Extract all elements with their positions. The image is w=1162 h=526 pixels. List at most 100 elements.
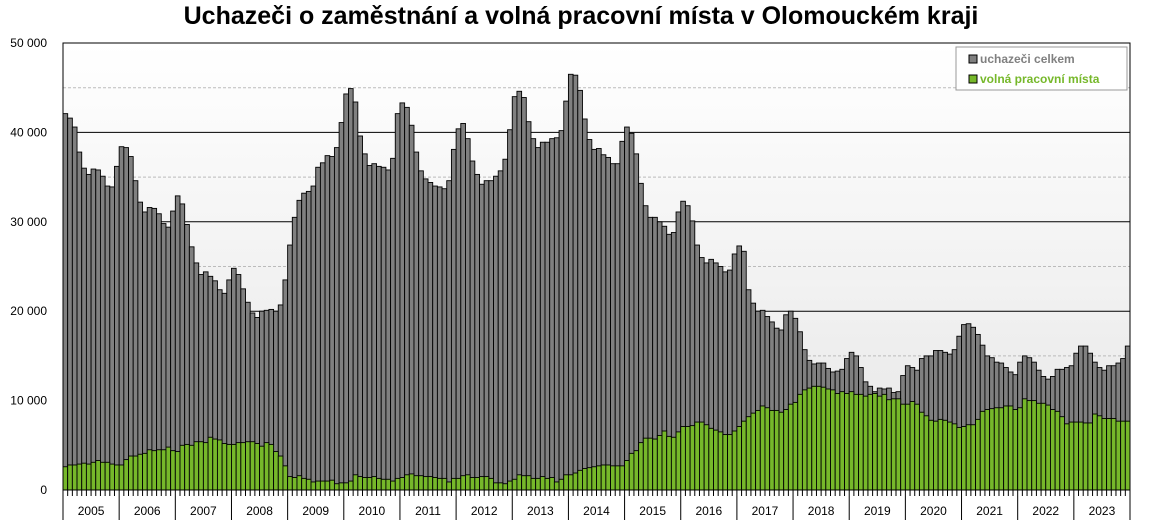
bar-volna-mista xyxy=(614,465,621,491)
bar-uchazeci xyxy=(465,138,471,491)
bar-uchazeci xyxy=(558,130,565,491)
legend: uchazeči celkem volná pracovní místa xyxy=(955,46,1128,91)
bar-uchazeci xyxy=(422,178,429,491)
bar-volna-mista xyxy=(961,426,967,491)
bar-volna-mista xyxy=(1031,400,1037,491)
bar-volna-mista xyxy=(422,476,429,491)
bar-volna-mista xyxy=(722,434,728,491)
bar-volna-mista xyxy=(418,475,424,491)
x-tick-label: 2005 xyxy=(78,504,105,518)
bar-volna-mista xyxy=(216,439,223,491)
x-tick-label: 2021 xyxy=(976,504,1003,518)
bar-volna-mista xyxy=(474,477,480,491)
bar-uchazeci xyxy=(549,138,555,491)
y-tick-label: 50 000 xyxy=(10,36,47,50)
bar-volna-mista xyxy=(1012,409,1019,491)
bar-uchazeci xyxy=(483,180,490,491)
bar-volna-mista xyxy=(366,477,373,491)
bar-volna-mista xyxy=(1049,409,1056,491)
bar-volna-mista xyxy=(666,435,672,491)
bar-volna-mista xyxy=(450,477,457,491)
x-tick-label: 2010 xyxy=(359,504,386,518)
bar-volna-mista xyxy=(193,441,200,491)
bar-uchazeci xyxy=(156,213,162,491)
bar-uchazeci xyxy=(62,113,69,491)
bar-volna-mista xyxy=(1096,415,1103,491)
bar-volna-mista xyxy=(240,442,246,491)
bar-volna-mista xyxy=(319,480,326,491)
bar-volna-mista xyxy=(848,391,855,491)
bar-uchazeci xyxy=(394,113,401,491)
bar-uchazeci xyxy=(479,183,485,491)
bar-uchazeci xyxy=(488,180,494,491)
bar-volna-mista xyxy=(689,425,696,491)
bar-uchazeci xyxy=(474,173,480,491)
bar-volna-mista xyxy=(521,475,527,491)
bar-volna-mista xyxy=(801,389,808,491)
bar-volna-mista xyxy=(759,405,766,491)
bar-volna-mista xyxy=(380,478,387,491)
bar-volna-mista xyxy=(268,443,275,491)
bar-uchazeci xyxy=(376,165,382,491)
bar-uchazeci xyxy=(516,90,523,491)
legend-swatch-uchazeci xyxy=(968,54,978,64)
bar-volna-mista xyxy=(563,474,569,491)
bar-volna-mista xyxy=(413,475,420,491)
bar-volna-mista xyxy=(114,464,120,491)
bar-volna-mista xyxy=(797,393,803,491)
bar-uchazeci xyxy=(497,170,504,491)
bar-volna-mista xyxy=(525,475,532,491)
bar-volna-mista xyxy=(202,442,209,491)
bar-uchazeci xyxy=(530,138,537,491)
bar-uchazeci xyxy=(324,155,331,491)
bar-uchazeci xyxy=(521,97,527,491)
bar-volna-mista xyxy=(764,407,771,491)
bar-volna-mista xyxy=(975,418,981,491)
bar-uchazeci xyxy=(539,141,546,491)
bar-volna-mista xyxy=(872,393,878,491)
bar-volna-mista xyxy=(1073,421,1079,491)
bar-uchazeci xyxy=(493,175,499,491)
bar-volna-mista xyxy=(488,477,494,491)
bar-volna-mista xyxy=(699,421,705,491)
bar-volna-mista xyxy=(787,403,794,491)
bar-volna-mista xyxy=(291,477,298,491)
bar-volna-mista xyxy=(951,423,958,491)
bar-uchazeci xyxy=(348,88,354,491)
bar-volna-mista xyxy=(886,399,892,491)
bar-volna-mista xyxy=(371,476,377,491)
bar-volna-mista xyxy=(900,403,906,491)
bar-volna-mista xyxy=(773,409,780,491)
bar-volna-mista xyxy=(928,419,934,491)
bar-volna-mista xyxy=(993,407,1000,491)
bar-volna-mista xyxy=(357,476,363,491)
bar-uchazeci xyxy=(305,190,312,491)
bar-uchazeci xyxy=(85,173,92,491)
bar-volna-mista xyxy=(174,451,181,491)
bar-volna-mista xyxy=(179,444,186,491)
bar-uchazeci xyxy=(628,132,635,491)
bar-volna-mista xyxy=(305,478,312,491)
bar-volna-mista xyxy=(727,434,733,491)
bar-volna-mista xyxy=(923,415,930,491)
bar-volna-mista xyxy=(432,477,438,491)
bar-uchazeci xyxy=(151,207,158,491)
bar-uchazeci xyxy=(95,169,101,491)
bar-uchazeci xyxy=(301,192,307,491)
legend-swatch-volna-mista xyxy=(968,74,978,84)
bar-uchazeci xyxy=(427,182,434,491)
bar-uchazeci xyxy=(352,101,359,491)
bar-uchazeci xyxy=(132,180,139,491)
bar-volna-mista xyxy=(816,385,822,491)
bar-uchazeci xyxy=(553,137,560,491)
bar-uchazeci xyxy=(366,165,373,491)
bar-volna-mista xyxy=(703,424,710,491)
bar-volna-mista xyxy=(460,475,466,491)
bar-volna-mista xyxy=(156,449,162,491)
bar-volna-mista xyxy=(890,398,897,491)
bar-volna-mista xyxy=(67,464,73,491)
bar-volna-mista xyxy=(142,452,148,491)
bar-volna-mista xyxy=(708,427,714,491)
bar-volna-mista xyxy=(544,477,551,491)
bar-volna-mista xyxy=(348,480,354,491)
